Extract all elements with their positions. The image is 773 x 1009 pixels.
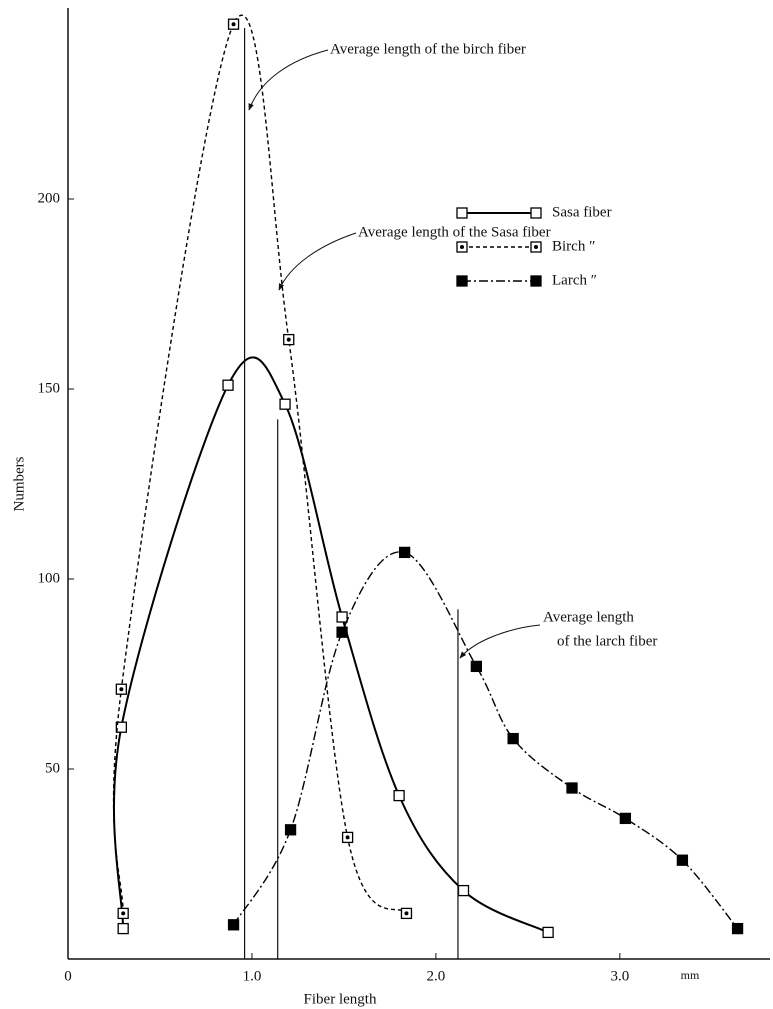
marker xyxy=(470,660,483,673)
marker xyxy=(279,398,291,410)
y-tick-label: 50 xyxy=(45,760,60,776)
annotation-arrow xyxy=(459,624,541,659)
marker xyxy=(393,789,405,802)
legend-label: Sasa fiber xyxy=(552,204,612,220)
annotation-arrow xyxy=(278,232,357,291)
y-tick-label: 100 xyxy=(38,570,61,586)
series-line xyxy=(112,356,549,934)
marker-dot xyxy=(121,911,126,916)
marker xyxy=(398,546,411,559)
marker-dot xyxy=(404,911,409,916)
marker-dot xyxy=(460,245,464,249)
marker-dot xyxy=(286,337,291,342)
annotation: Average length of the Sasa fiber xyxy=(358,224,551,240)
marker xyxy=(336,626,348,638)
marker-dot xyxy=(119,687,124,692)
marker xyxy=(284,824,297,836)
x-tick-label: 1.0 xyxy=(243,968,262,984)
marker xyxy=(456,275,468,287)
annotation: Average length of the birch fiber xyxy=(330,41,526,57)
marker-dot xyxy=(231,22,236,27)
annotation: Average length xyxy=(543,609,634,625)
marker-dot xyxy=(534,245,538,249)
annotation: of the larch fiber xyxy=(557,633,657,649)
marker xyxy=(676,854,689,866)
marker xyxy=(115,721,127,733)
marker xyxy=(117,922,129,935)
x-axis-label: Fiber length xyxy=(304,991,377,1007)
marker xyxy=(336,611,348,623)
y-tick-label: 200 xyxy=(38,190,61,206)
marker xyxy=(507,732,519,745)
y-axis-label: Numbers xyxy=(11,456,27,511)
marker xyxy=(222,379,234,391)
marker xyxy=(566,782,578,794)
marker-dot xyxy=(345,835,350,840)
legend-label: Larch ″ xyxy=(552,272,597,288)
x-tick-label: 0 xyxy=(64,968,72,984)
x-tick-label: 2.0 xyxy=(427,968,446,984)
series-line xyxy=(232,551,739,930)
x-unit: mm xyxy=(681,968,700,982)
marker xyxy=(227,919,240,931)
x-tick-label: 3.0 xyxy=(610,968,629,984)
annotation-arrow xyxy=(248,49,329,111)
legend-label: Birch ″ xyxy=(552,238,595,254)
marker xyxy=(731,922,744,935)
marker xyxy=(530,207,542,219)
marker xyxy=(457,884,470,897)
series-line xyxy=(112,14,408,914)
marker xyxy=(619,812,632,825)
y-tick-label: 150 xyxy=(38,380,61,396)
marker xyxy=(542,926,554,939)
marker xyxy=(456,207,468,219)
marker xyxy=(530,275,542,287)
